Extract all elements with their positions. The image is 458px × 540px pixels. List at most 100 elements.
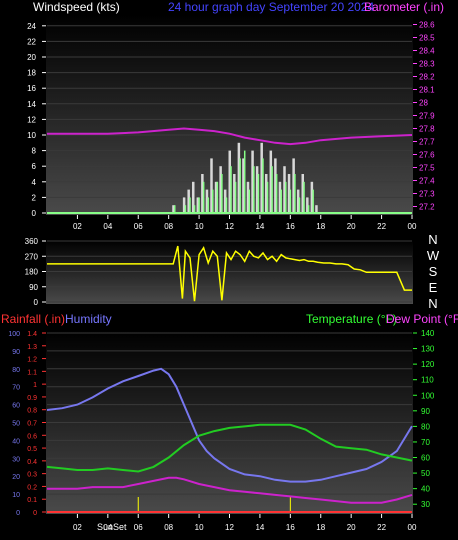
wind-bar: [214, 181, 218, 213]
environment-x-tick-label: 16: [286, 523, 295, 532]
wind-bar: [315, 205, 318, 213]
wind-bar: [187, 189, 190, 213]
wind-x-tick-label: 14: [255, 222, 264, 231]
gust-bar: [230, 166, 232, 213]
wind-bar: [292, 158, 295, 213]
barometer-y-tick-label: 27.8: [419, 125, 435, 134]
compass-labels: N W S E N: [427, 232, 440, 311]
rainfall-axis-title: Rainfall (.in): [1, 312, 65, 326]
gust-bar: [312, 189, 314, 213]
wind-y-tick-label: 16: [27, 84, 36, 93]
wind-bar: [223, 189, 227, 213]
environment-x-tick-label: 18: [316, 523, 325, 532]
barometer-y-tick-label: 27.4: [419, 177, 435, 186]
gust-bar: [285, 181, 287, 213]
sun-markers: [137, 497, 291, 513]
wind-bar: [283, 166, 286, 213]
wind-bar: [260, 142, 263, 213]
gust-bar: [271, 166, 273, 213]
wind-y-tick-label: 10: [27, 131, 36, 140]
humidity-line: [46, 367, 413, 483]
wind-bar: [296, 189, 300, 213]
barometer-y-tick-label: 27.7: [419, 138, 435, 147]
gust-bar: [289, 189, 292, 213]
wind-bar: [269, 150, 273, 213]
temperature-y-tick-label: 50: [421, 469, 430, 478]
temperature-y-tick-label: 70: [421, 438, 430, 447]
wind-y-tick-label: 24: [27, 22, 36, 31]
wind-x-tick-label: 18: [316, 222, 325, 231]
gust-bar: [262, 158, 264, 213]
barometer-y-tick-label: 27.6: [419, 151, 435, 160]
environment-panel: 0 0.1 0.2 0.3 0.4 0.5 0.6 0.7 0.8 0.9 1 1.1 1.2 1.3 1.…: [1, 312, 458, 535]
rainfall-y-tick-label: 0.3: [27, 472, 37, 479]
barometer-y-tick-label: 27.2: [419, 203, 435, 212]
wind-x-tick-label: 16: [286, 222, 295, 231]
wind-x-tick-label: 22: [377, 222, 386, 231]
wind-bar: [310, 181, 314, 213]
direction-y-ticks: 0 90 180 270 360: [25, 237, 46, 307]
rainfall-y-tick-label: 0.1: [27, 497, 37, 504]
rainfall-y-tick-label: 0.7: [27, 421, 37, 428]
wind-y-tick-label: 4: [32, 178, 37, 187]
environment-x-tick-label: 06: [134, 523, 143, 532]
temperature-y-tick-label: 80: [421, 422, 430, 431]
compass-label: E: [429, 280, 438, 295]
gust-bar: [212, 189, 214, 213]
wind-y-tick-label: 12: [27, 115, 36, 124]
gust-bar: [193, 205, 196, 213]
rainfall-y-tick-label: 1.4: [27, 331, 37, 338]
barometer-y-tick-label: 27.5: [419, 164, 435, 173]
compass-label: S: [429, 264, 438, 279]
barometer-y-tick-label: 27.3: [419, 190, 435, 199]
wind-x-tick-label: 04: [103, 222, 112, 231]
temperature-y-tick-label: 60: [421, 454, 430, 463]
wind-y-tick-label: 2: [32, 193, 37, 202]
temperature-axis-title: Temperature (°F): [306, 312, 397, 326]
wind-bar: [205, 189, 209, 213]
direction-y-tick-label: 180: [25, 268, 39, 277]
environment-x-tick-label: 00: [408, 523, 417, 532]
direction-line: [47, 245, 412, 302]
gust-bar: [280, 189, 282, 213]
wind-bar: [287, 174, 291, 213]
direction-y-tick-label: 0: [34, 298, 39, 307]
humidity-y-tick-label: 10: [12, 492, 20, 499]
barometer-y-tick-label: 28.5: [419, 34, 435, 43]
wind-x-tick-label: 08: [164, 222, 173, 231]
wind-bar: [242, 158, 245, 213]
wind-bar: [172, 205, 175, 213]
gust-bar: [266, 181, 269, 213]
humidity-y-tick-label: 60: [12, 403, 20, 410]
wind-bar: [301, 174, 304, 213]
wind-bar: [219, 166, 222, 213]
compass-label: W: [427, 248, 440, 263]
environment-x-tick-label: 14: [255, 523, 264, 532]
direction-y-tick-label: 90: [29, 283, 38, 292]
gust-bar: [294, 174, 296, 213]
wind-bar: [182, 197, 186, 213]
wind-bar: [201, 174, 204, 213]
humidity-y-tick-label: 40: [12, 438, 20, 445]
barometer-y-tick-label: 28: [419, 99, 428, 108]
humidity-y-tick-label: 0: [16, 510, 20, 517]
wind-x-tick-label: 00: [408, 222, 417, 231]
humidity-y-tick-label: 70: [12, 385, 20, 392]
temperature-y-ticks: 30 40 50 60 70 80 90 100 110 120 130 140: [413, 329, 435, 509]
dewpoint-axis-title: Dew Point (°F): [386, 312, 458, 326]
rainfall-y-tick-label: 1.3: [27, 344, 37, 351]
wind-bar: [192, 181, 195, 213]
barometer-y-tick-label: 28.1: [419, 86, 435, 95]
gust-bar: [198, 197, 200, 213]
barometer-y-tick-label: 28.6: [419, 21, 435, 30]
gust-bar: [189, 197, 191, 213]
gust-bar: [307, 205, 310, 213]
gust-bar: [225, 197, 228, 213]
wind-bar: [196, 197, 200, 213]
temperature-y-tick-label: 30: [421, 500, 430, 509]
wind-bar: [274, 158, 277, 213]
wind-bar: [210, 158, 213, 213]
wind-bar: [251, 150, 254, 213]
